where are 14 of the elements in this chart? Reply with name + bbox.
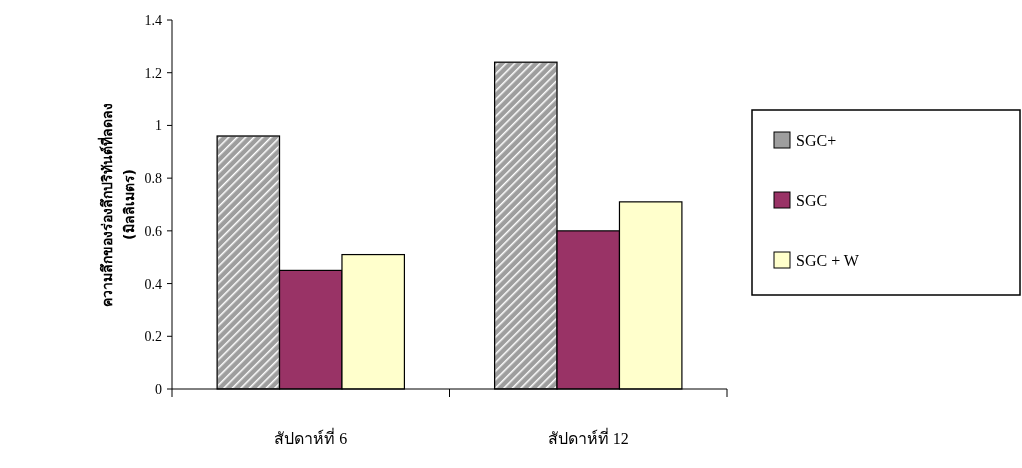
y-tick-label: 0.6 — [144, 223, 162, 239]
x-tick-label: สัปดาห์ที่ 12 — [547, 427, 629, 447]
legend-label: SGC+ — [796, 132, 837, 149]
y-axis-title: ความลึกของร่องลึกปริทันต์ที่ลดลง (มิลลิเมตร) — [97, 102, 137, 307]
y-tick-label: 0.2 — [144, 329, 162, 345]
y-tick-label: 0.4 — [144, 276, 162, 292]
x-tick-label: สัปดาห์ที่ 6 — [274, 427, 348, 447]
y-tick-label: 1.4 — [144, 13, 162, 28]
legend-label: SGC — [796, 192, 828, 209]
y-tick-label: 1.2 — [144, 65, 162, 81]
y-tick-label: 0 — [155, 382, 162, 397]
legend-label: SGC + W — [796, 252, 860, 269]
y-tick-label: 1 — [155, 118, 162, 134]
y-tick-label: 0.8 — [144, 171, 162, 187]
